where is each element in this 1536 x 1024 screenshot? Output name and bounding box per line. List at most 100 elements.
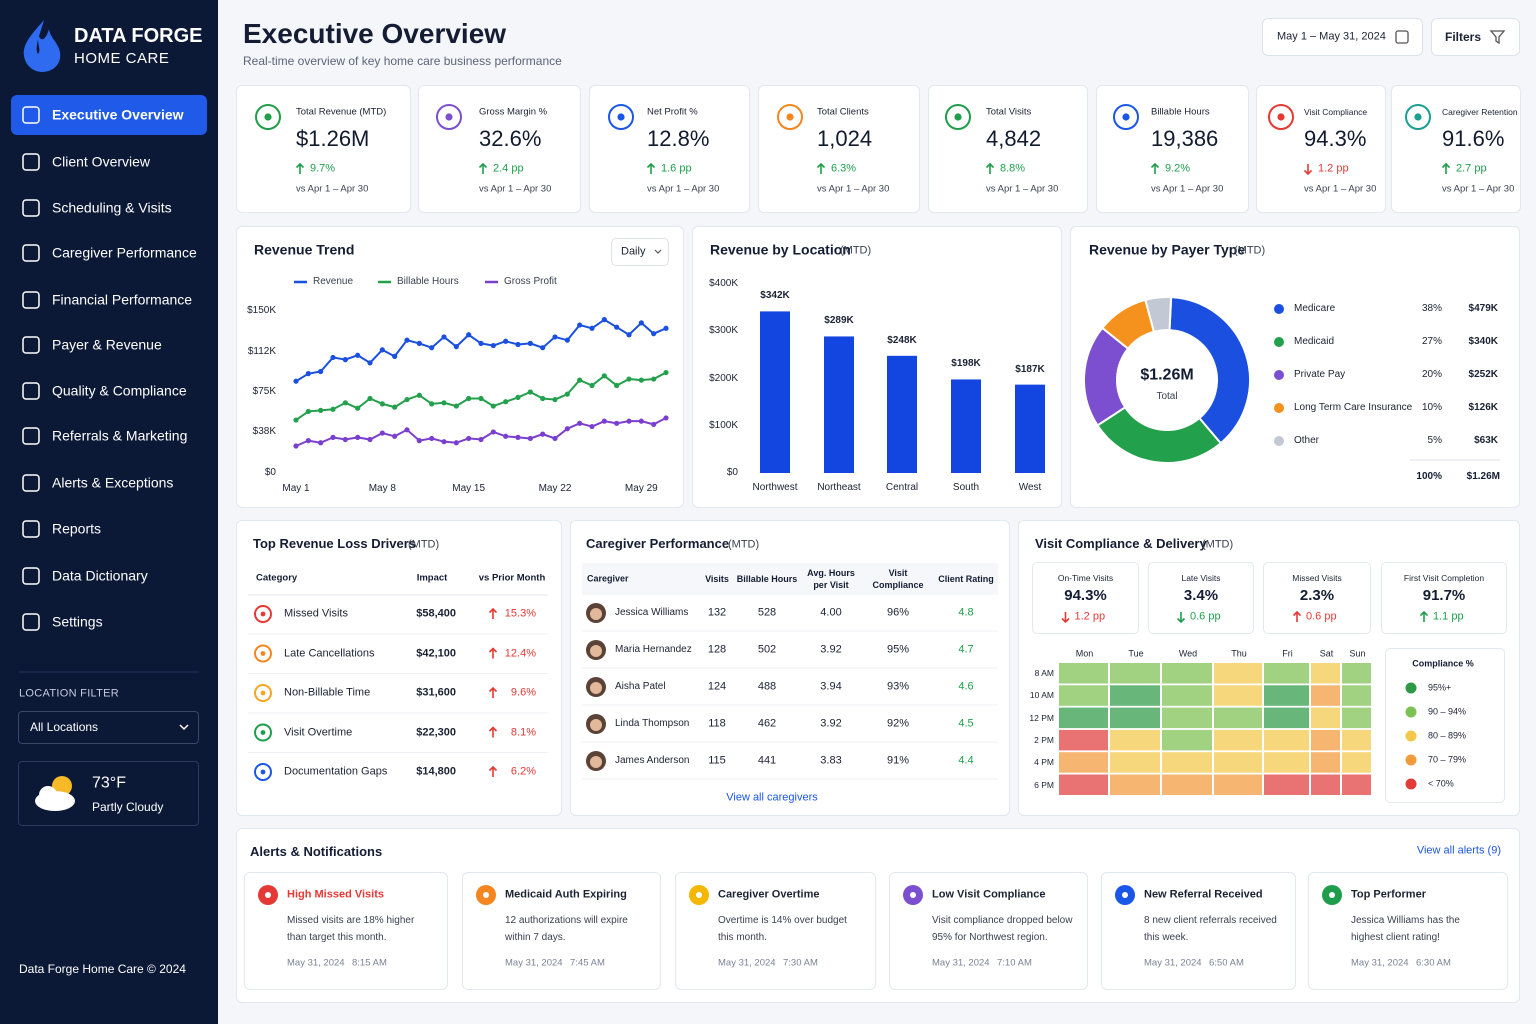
caregiver-name: Aisha Patel [615, 681, 666, 692]
metric-value: 91.7% [1422, 587, 1466, 604]
impact: $31,600 [416, 686, 456, 699]
day-label: Thu [1231, 648, 1247, 659]
bar-value-label: $187K [1015, 363, 1045, 375]
panel-title: Revenue by Location [710, 241, 851, 258]
x-tick-label: West [1018, 482, 1042, 493]
cell: 124 [707, 680, 727, 693]
kpi-change: 1.2 pp [1318, 162, 1349, 175]
revenue-payer-panel [1070, 226, 1520, 508]
period-value[interactable]: Daily [621, 245, 646, 258]
alert-card [462, 872, 661, 990]
legend-percent: 10% [1421, 402, 1442, 413]
cell: 488 [757, 680, 777, 693]
alert-text: Missed visits are 18% higher than target… [287, 915, 415, 943]
filters-button[interactable] [1431, 18, 1520, 56]
nav-item[interactable]: Referrals & Marketing [52, 427, 188, 444]
nav-item[interactable]: Caregiver Performance [52, 244, 197, 261]
kpi-label: Billable Hours [1151, 106, 1210, 118]
caregiver-name: Jessica Williams [615, 607, 689, 618]
metric-label: First Visit Completion [1403, 572, 1485, 583]
bar-value-label: $248K [887, 334, 917, 346]
x-tick-label: Central [885, 482, 919, 493]
cell: 4.5 [958, 717, 974, 730]
category: Documentation Gaps [284, 765, 388, 778]
nav-item[interactable]: Settings [52, 613, 103, 630]
panel-title: Revenue Trend [254, 241, 355, 258]
time-label: 10 AM [1029, 690, 1054, 701]
alert-card [889, 872, 1088, 990]
filters-label[interactable]: Filters [1445, 29, 1482, 44]
alert-time: 7:45 AM [570, 957, 605, 969]
kpi-change: 1.6 pp [661, 162, 692, 175]
legend-label: Gross Profit [504, 276, 557, 287]
kpi-value: 91.6% [1442, 125, 1505, 151]
cell: 502 [757, 643, 777, 656]
y-tick-label: $200K [709, 372, 738, 384]
nav-item[interactable]: Executive Overview [52, 106, 184, 123]
cell: 462 [757, 717, 777, 730]
bar-value-label: $198K [951, 358, 981, 370]
day-label: Wed [1178, 648, 1198, 659]
cell: 132 [707, 606, 727, 619]
cell: 3.92 [820, 717, 842, 730]
location-select[interactable] [18, 711, 199, 744]
link[interactable]: View all caregivers [726, 791, 818, 804]
nav-item[interactable]: Alerts & Exceptions [52, 474, 174, 491]
alert-title: Low Visit Compliance [932, 888, 1046, 901]
nav-item[interactable]: Quality & Compliance [52, 382, 187, 399]
brand-tagline: HOME CARE [74, 50, 170, 67]
panel-title-note: (MTD) [840, 244, 872, 257]
legend-percent: 38% [1421, 303, 1442, 314]
legend-amount: $63K [1474, 435, 1498, 446]
page-title: Executive Overview [243, 18, 507, 50]
x-tick-label: May 1 [282, 483, 310, 494]
time-label: 8 AM [1034, 667, 1054, 678]
alert-card [1308, 872, 1508, 990]
change: 6.2% [510, 765, 536, 778]
x-tick-label: May 29 [624, 483, 658, 494]
day-label: Tue [1128, 648, 1144, 659]
change: 12.4% [504, 646, 536, 659]
panel-title: Alerts & Notifications [250, 844, 383, 860]
date-range[interactable]: May 1 – May 31, 2024 [1277, 30, 1386, 43]
legend-label: Medicaid [1294, 336, 1335, 347]
kpi-label: Total Clients [817, 106, 869, 118]
alert-title: High Missed Visits [287, 888, 384, 901]
nav-item[interactable]: Data Dictionary [52, 567, 148, 584]
nav-item[interactable]: Client Overview [52, 153, 151, 170]
y-tick-label: $0 [726, 467, 738, 478]
nav-item[interactable]: Financial Performance [52, 291, 193, 308]
kpi-compare: vs Apr 1 – Apr 30 [1151, 183, 1224, 195]
cell: 93% [886, 680, 910, 693]
cell: 528 [757, 606, 777, 619]
alert-title: Caregiver Overtime [718, 888, 820, 901]
impact: $58,400 [416, 607, 456, 620]
alert-time: 7:10 AM [997, 957, 1032, 969]
panel-title: Visit Compliance & Delivery [1035, 536, 1207, 552]
footer: Data Forge Home Care © 2024 [19, 961, 186, 976]
nav-item[interactable]: Payer & Revenue [52, 336, 162, 353]
legend-label: 70 – 79% [1428, 754, 1467, 765]
legend-percent: 5% [1427, 435, 1442, 446]
alert-title: New Referral Received [1144, 888, 1263, 901]
link[interactable]: View all alerts (9) [1416, 844, 1501, 857]
period-select[interactable] [611, 238, 669, 266]
revenue-location-panel [692, 226, 1062, 508]
alert-title: Top Performer [1351, 888, 1426, 901]
legend-label: Private Pay [1294, 369, 1346, 380]
cell: 3.92 [820, 643, 842, 656]
total-percent: 100% [1416, 471, 1442, 482]
legend-label: Revenue [313, 276, 354, 287]
nav-item[interactable]: Reports [52, 520, 102, 537]
total-amount: $1.26M [1466, 471, 1500, 482]
weather-card [18, 761, 199, 826]
panel-title: Caregiver Performance [586, 536, 730, 552]
kpi-change: 8.8% [1000, 162, 1026, 175]
alert-date: May 31, 2024 [932, 957, 990, 969]
nav-active-highlight [11, 95, 207, 135]
kpi-compare: vs Apr 1 – Apr 30 [647, 183, 720, 195]
metric-change: 0.6 pp [1306, 610, 1337, 623]
nav-item[interactable]: Scheduling & Visits [52, 199, 172, 216]
legend-title: Compliance % [1412, 658, 1474, 669]
legend-label: Long Term Care Insurance [1294, 402, 1413, 413]
